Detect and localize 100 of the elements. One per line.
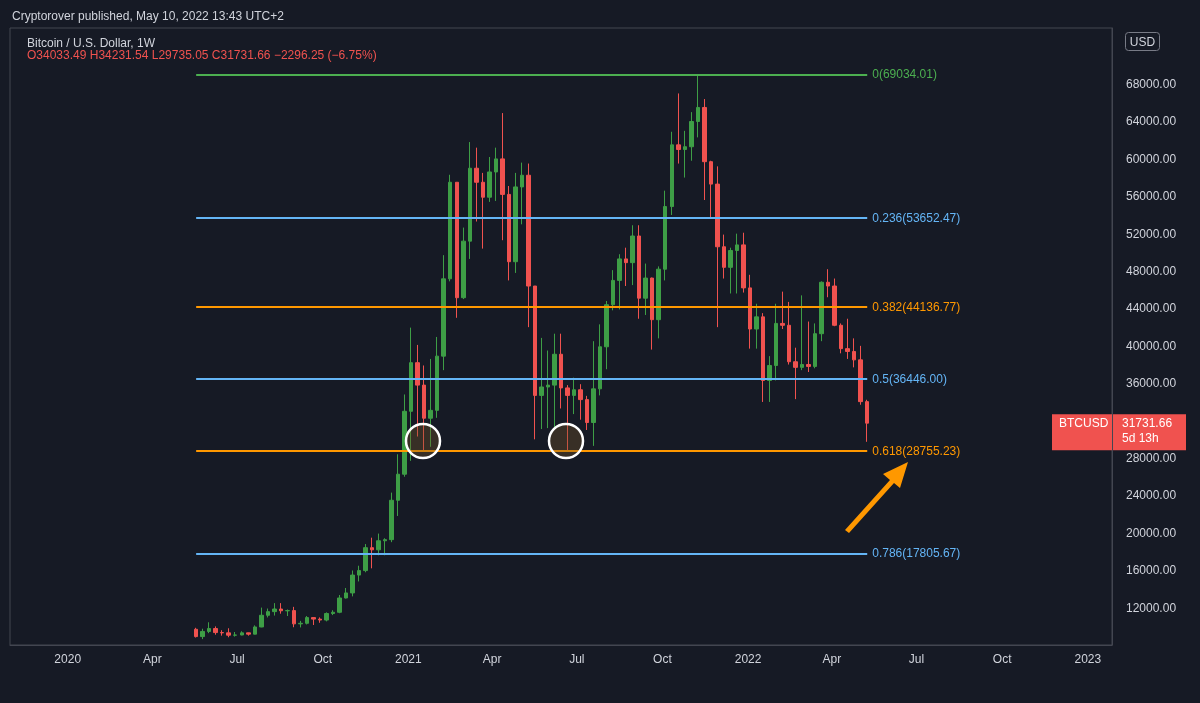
candlestick [787, 301, 791, 366]
candlestick [630, 224, 635, 286]
candlestick [415, 344, 420, 438]
candlestick [865, 399, 869, 443]
candlestick [513, 172, 518, 274]
candlestick [722, 234, 726, 280]
candlestick [441, 254, 446, 371]
y-tick-label: 16000.00 [1126, 563, 1177, 578]
candlestick [226, 627, 231, 638]
candlestick [676, 92, 681, 165]
candlestick [774, 303, 778, 381]
candlestick [468, 141, 472, 260]
candlestick [813, 322, 817, 369]
ref-line-label: 0.382(44136.77) [872, 300, 961, 315]
y-tick-label: 12000.00 [1126, 600, 1177, 615]
candlestick [292, 606, 296, 628]
candlestick [331, 609, 335, 616]
candlestick [643, 263, 648, 316]
candlestick [526, 163, 531, 328]
candlestick [402, 393, 407, 478]
x-tick-label: Oct [313, 652, 333, 666]
y-tick-label: 40000.00 [1126, 338, 1177, 353]
ref-line-label: 0.5(36446.00) [872, 372, 947, 387]
candlestick [253, 624, 257, 635]
candlestick [780, 291, 785, 330]
candlestick [422, 364, 426, 452]
text: 31731.66 [1122, 416, 1173, 431]
candlestick [305, 615, 309, 625]
candlestick [376, 533, 381, 556]
candlestick [233, 631, 237, 638]
candlestick [611, 269, 615, 311]
candlestick [272, 602, 277, 617]
candlestick [761, 312, 765, 403]
ref-line-label: 0.786(17805.67) [872, 546, 961, 561]
candlestick [539, 337, 544, 430]
x-tick-label: 2021 [395, 652, 423, 666]
candlestick [683, 130, 687, 179]
candlestick [474, 147, 479, 223]
candlestick [552, 333, 557, 431]
candlestick [715, 165, 720, 328]
candlestick [845, 318, 850, 360]
candlestick [389, 492, 394, 543]
candlestick [298, 620, 303, 628]
candlestick [767, 355, 772, 403]
candlestick [637, 224, 641, 320]
x-tick-label: Jul [569, 652, 585, 666]
candlestick [617, 253, 622, 310]
candlestick [500, 112, 505, 241]
candlestick [741, 232, 746, 294]
candlestick [650, 277, 654, 351]
candlestick [481, 172, 485, 250]
candlestick [520, 162, 524, 225]
candlestick [800, 294, 804, 371]
candlestick [559, 333, 563, 409]
y-tick-label: 20000.00 [1126, 525, 1177, 540]
candlestick [461, 227, 466, 300]
candlestick [565, 384, 570, 452]
candlestick [259, 607, 264, 628]
x-tick-label: Jul [229, 652, 245, 666]
candlestick [383, 537, 387, 556]
candlestick [670, 131, 674, 216]
x-tick-label: 2023 [1074, 652, 1102, 666]
candlestick [207, 621, 211, 634]
annotation: BTCUSD [1059, 416, 1109, 431]
x-tick-label: 2022 [734, 652, 762, 666]
candlestick [832, 278, 837, 327]
y-tick-label: 60000.00 [1126, 151, 1177, 166]
y-tick-label: 36000.00 [1126, 376, 1177, 391]
x-tick-label: Apr [143, 652, 162, 666]
candlestick [663, 190, 667, 281]
text: Cryptorover published, May 10, 2022 13:43 UTC+2 [12, 9, 285, 23]
text: O34033.49 H34231.54 L29735.05 C31731.66 −2296.25 (−6.75%) [27, 48, 377, 62]
candlestick [311, 616, 316, 626]
y-tick-label: 44000.00 [1126, 301, 1177, 316]
candlestick [702, 98, 707, 201]
candlestick [344, 587, 348, 599]
candlestick [200, 628, 205, 640]
candlestick [448, 174, 452, 282]
candlestick [246, 632, 251, 637]
x-tick-label: 2020 [54, 652, 82, 666]
candlestick [285, 608, 290, 617]
candlestick [194, 627, 198, 639]
candlestick [487, 156, 492, 203]
y-tick-label: 28000.00 [1126, 451, 1177, 466]
candlestick [852, 337, 856, 368]
candlestick [819, 280, 824, 342]
candlestick [839, 322, 843, 354]
candlestick [435, 336, 439, 419]
candlestick [656, 265, 661, 339]
candlestick [494, 147, 498, 202]
candlestick [748, 274, 752, 350]
candlestick [213, 625, 218, 636]
candlestick [409, 327, 413, 462]
candlestick [591, 340, 596, 447]
candlestick [350, 569, 355, 597]
y-tick-label: 24000.00 [1126, 488, 1177, 503]
text: USD [1129, 34, 1156, 49]
candlestick [604, 300, 609, 370]
candlestick [533, 285, 537, 440]
candlestick [598, 323, 602, 396]
